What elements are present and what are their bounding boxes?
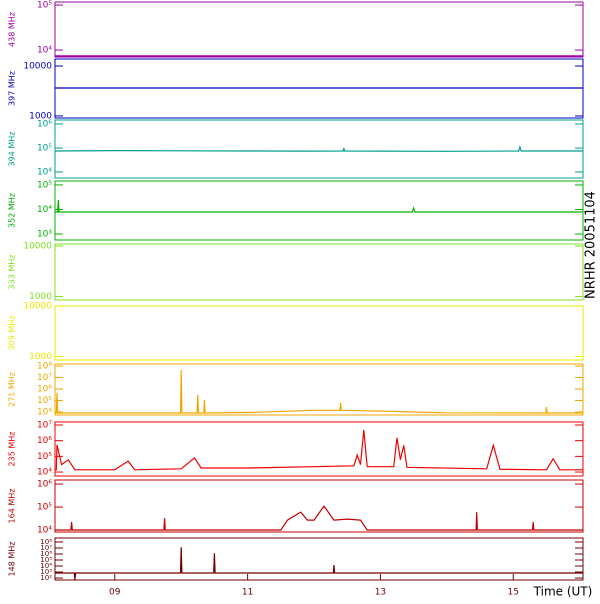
x-tick-label: 13 (375, 588, 386, 598)
data-line (55, 505, 583, 531)
y-tick-label: 10⁵ (37, 503, 52, 513)
y-tick-label: 10⁴ (37, 468, 52, 478)
y-axis-label: 438 MHz (8, 12, 17, 47)
data-line (55, 369, 583, 414)
y-tick-label: 10⁸ (37, 362, 52, 372)
panel-frame (54, 305, 584, 361)
y-tick-label: 10⁵ (37, 452, 52, 462)
x-axis-label: Time (UT) (533, 585, 593, 599)
data-line (55, 200, 583, 213)
panel-frame (54, 1, 584, 58)
y-tick-label: 10⁷ (40, 544, 52, 552)
y-axis-label: 397 MHz (8, 71, 17, 106)
y-tick-label: 10⁷ (37, 420, 52, 430)
panel-frame (54, 119, 584, 179)
x-tick-label: 09 (109, 588, 121, 598)
x-tick-label: 11 (242, 588, 253, 598)
y-axis-label: 394 MHz (8, 132, 17, 167)
y-axis-label: 164 MHz (8, 489, 17, 524)
y-tick-label: 10⁴ (37, 167, 52, 177)
panel-frame (54, 479, 584, 533)
y-tick-label: 10³ (40, 568, 52, 576)
data-line (55, 429, 583, 471)
y-tick-label: 10⁴ (37, 526, 52, 536)
y-tick-label: 10⁷ (37, 373, 52, 383)
y-tick-label: 1000 (29, 352, 52, 362)
y-axis-label: 309 MHz (8, 316, 17, 351)
x-tick-label: 15 (508, 588, 519, 598)
y-tick-label: 10000 (23, 61, 52, 71)
y-axis-label: 271 MHz (8, 372, 17, 407)
y-tick-label: 10⁴ (40, 562, 52, 570)
panel-frame (54, 537, 584, 581)
y-axis-label: 333 MHz (8, 255, 17, 290)
y-tick-label: 10⁵ (37, 1, 52, 11)
y-axis-label: 235 MHz (8, 432, 17, 467)
y-tick-label: 10⁸ (40, 538, 52, 546)
y-tick-label: 10⁵ (37, 396, 52, 406)
chart-title: NRHR 20051104 (584, 191, 599, 299)
y-axis-label: 352 MHz (8, 193, 17, 228)
y-tick-label: 10⁴ (37, 46, 52, 56)
data-line (54, 145, 583, 152)
y-tick-label: 10⁶ (37, 385, 52, 395)
data-line (55, 547, 583, 581)
y-tick-label: 10² (40, 574, 52, 582)
y-tick-label: 10⁴ (37, 408, 52, 418)
y-tick-label: 10000 (23, 302, 52, 312)
panel-frame (54, 243, 584, 301)
panel-frame (54, 363, 584, 416)
y-tick-label: 10⁶ (37, 436, 52, 446)
y-tick-label: 10000 (23, 242, 52, 252)
y-tick-label: 10⁶ (37, 120, 52, 130)
y-tick-label: 10⁵ (40, 556, 52, 564)
panel-frame (54, 180, 584, 241)
y-tick-label: 10⁵ (37, 180, 52, 190)
y-axis-label: 148 MHz (8, 542, 17, 577)
y-tick-label: 10⁵ (37, 143, 52, 153)
y-tick-label: 1000 (29, 111, 52, 121)
y-tick-label: 10⁶ (37, 480, 52, 490)
y-tick-label: 1000 (29, 292, 52, 302)
y-tick-label: 10³ (37, 230, 52, 240)
panel-frame (54, 421, 584, 477)
y-tick-label: 10⁶ (40, 550, 52, 558)
y-tick-label: 10⁴ (37, 205, 52, 215)
